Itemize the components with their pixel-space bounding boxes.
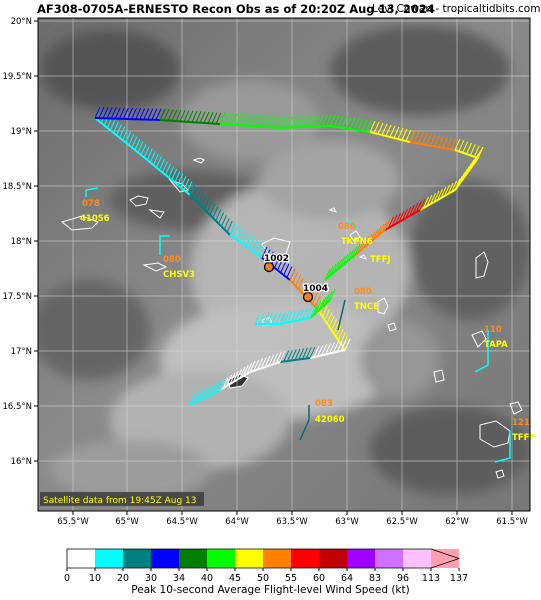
lat-tick-label: 16.5°N — [2, 402, 32, 412]
axis-ticks: 20°N 19.5°N 19°N 18.5°N 18°N 17.5°N 17°N 16.5°N… — [2, 17, 528, 527]
station-id-CHSV3: CHSV3 — [163, 270, 195, 280]
colorbar-tick-label: 137 — [450, 573, 468, 584]
lat-tick-label: 19°N — [11, 127, 32, 137]
colorbar-tick-label: 30 — [145, 573, 157, 584]
chart-title: AF308-0705A-ERNESTO Recon Obs as of 20:2… — [37, 2, 435, 16]
colorbar-swatch — [375, 549, 403, 568]
colorbar-swatch — [95, 549, 123, 568]
lon-tick-label: 64.5°W — [166, 517, 198, 527]
colorbar-tick-label: 83 — [369, 573, 381, 584]
satellite-image — [38, 18, 530, 511]
lon-tick-label: 63°W — [335, 517, 359, 527]
colorbar: 0 10 20 30 34 40 45 50 55 60 64 83 96 113 137 — [64, 548, 468, 584]
credit-label: Levi Cowan - tropicaltidbits.com — [372, 3, 541, 15]
lat-tick-label: 18°N — [11, 237, 32, 247]
station-id-TFFJ: TFFJ — [370, 255, 391, 265]
colorbar-tick-label: 45 — [229, 573, 241, 584]
colorbar-tick-label: 40 — [201, 573, 213, 584]
colorbar-swatch — [291, 549, 319, 568]
station-value-TAPA: 110 — [484, 325, 502, 335]
station-observations — [85, 187, 511, 463]
pressure-markers: 1002 1004 — [263, 253, 329, 303]
colorbar-swatch — [235, 549, 263, 568]
station-labels: 078 41056 080 CHSV3 080 TKPN6 TFFJ 080 T… — [80, 199, 535, 443]
colorbar-swatch — [263, 549, 291, 568]
lon-tick-label: 65.5°W — [57, 517, 89, 527]
colorbar-tick-label: 34 — [173, 573, 185, 584]
colorbar-tick-label: 10 — [89, 573, 101, 584]
station-value-41056: 078 — [82, 199, 100, 209]
station-id-TNCE: TNCE — [354, 302, 379, 312]
lat-tick-label: 17°N — [11, 347, 32, 357]
station-id-42060: 42060 — [315, 415, 345, 425]
lon-tick-label: 63.5°W — [276, 517, 308, 527]
lon-tick-label: 62.5°W — [386, 517, 418, 527]
colorbar-swatch — [403, 549, 431, 568]
satellite-note-box — [40, 492, 204, 506]
lat-tick-label: 20°N — [11, 17, 32, 27]
station-value-TKPN6: 080 — [338, 222, 356, 232]
colorbar-tick-label: 64 — [341, 573, 353, 584]
colorbar-tick-label: 20 — [117, 573, 129, 584]
station-id-TAPA: TAPA — [484, 340, 508, 350]
station-id-41056: 41056 — [80, 214, 110, 224]
colorbar-swatch — [123, 549, 151, 568]
lon-tick-label: 62°W — [445, 517, 469, 527]
colorbar-swatch — [151, 549, 179, 568]
colorbar-tick-label: 60 — [313, 573, 325, 584]
colorbar-swatch — [67, 549, 95, 568]
station-id-TFFF: TFFF — [512, 433, 535, 443]
pressure-label-1004: 1004 — [303, 284, 328, 294]
satellite-note: Satellite data from 19:45Z Aug 13 — [43, 496, 197, 506]
lat-tick-label: 18.5°N — [2, 182, 32, 192]
station-value-TFFF: 121 — [512, 418, 530, 428]
graticule — [38, 18, 530, 511]
lat-tick-label: 17.5°N — [2, 292, 32, 302]
lat-tick-label: 16°N — [11, 457, 32, 467]
colorbar-tick-label: 50 — [257, 573, 269, 584]
colorbar-swatch — [207, 549, 235, 568]
station-value-42060: 083 — [315, 399, 333, 409]
colorbar-tick-label: 113 — [422, 573, 440, 584]
colorbar-label: Peak 10-second Average Flight-level Wind… — [131, 584, 410, 596]
pressure-marker-1002[interactable] — [263, 261, 275, 273]
pressure-marker-1004[interactable] — [302, 291, 314, 303]
lon-tick-label: 65°W — [115, 517, 139, 527]
lon-tick-label: 61.5°W — [496, 517, 528, 527]
colorbar-swatch — [179, 549, 207, 568]
colorbar-tick-label: 55 — [285, 573, 297, 584]
map-frame — [37, 17, 531, 512]
station-value-TNCE: 080 — [354, 287, 372, 297]
pressure-label-1002: 1002 — [264, 254, 289, 264]
colorbar-tick-label: 0 — [64, 573, 70, 584]
colorbar-tick-label: 96 — [397, 573, 409, 584]
flight-track — [94, 106, 484, 406]
colorbar-swatch — [347, 549, 375, 568]
colorbar-swatch — [319, 549, 347, 568]
lon-tick-label: 64°W — [225, 517, 249, 527]
station-id-TKPN6: TKPN6 — [341, 237, 373, 247]
lat-tick-label: 19.5°N — [2, 72, 32, 82]
station-value-CHSV3: 080 — [163, 255, 181, 265]
